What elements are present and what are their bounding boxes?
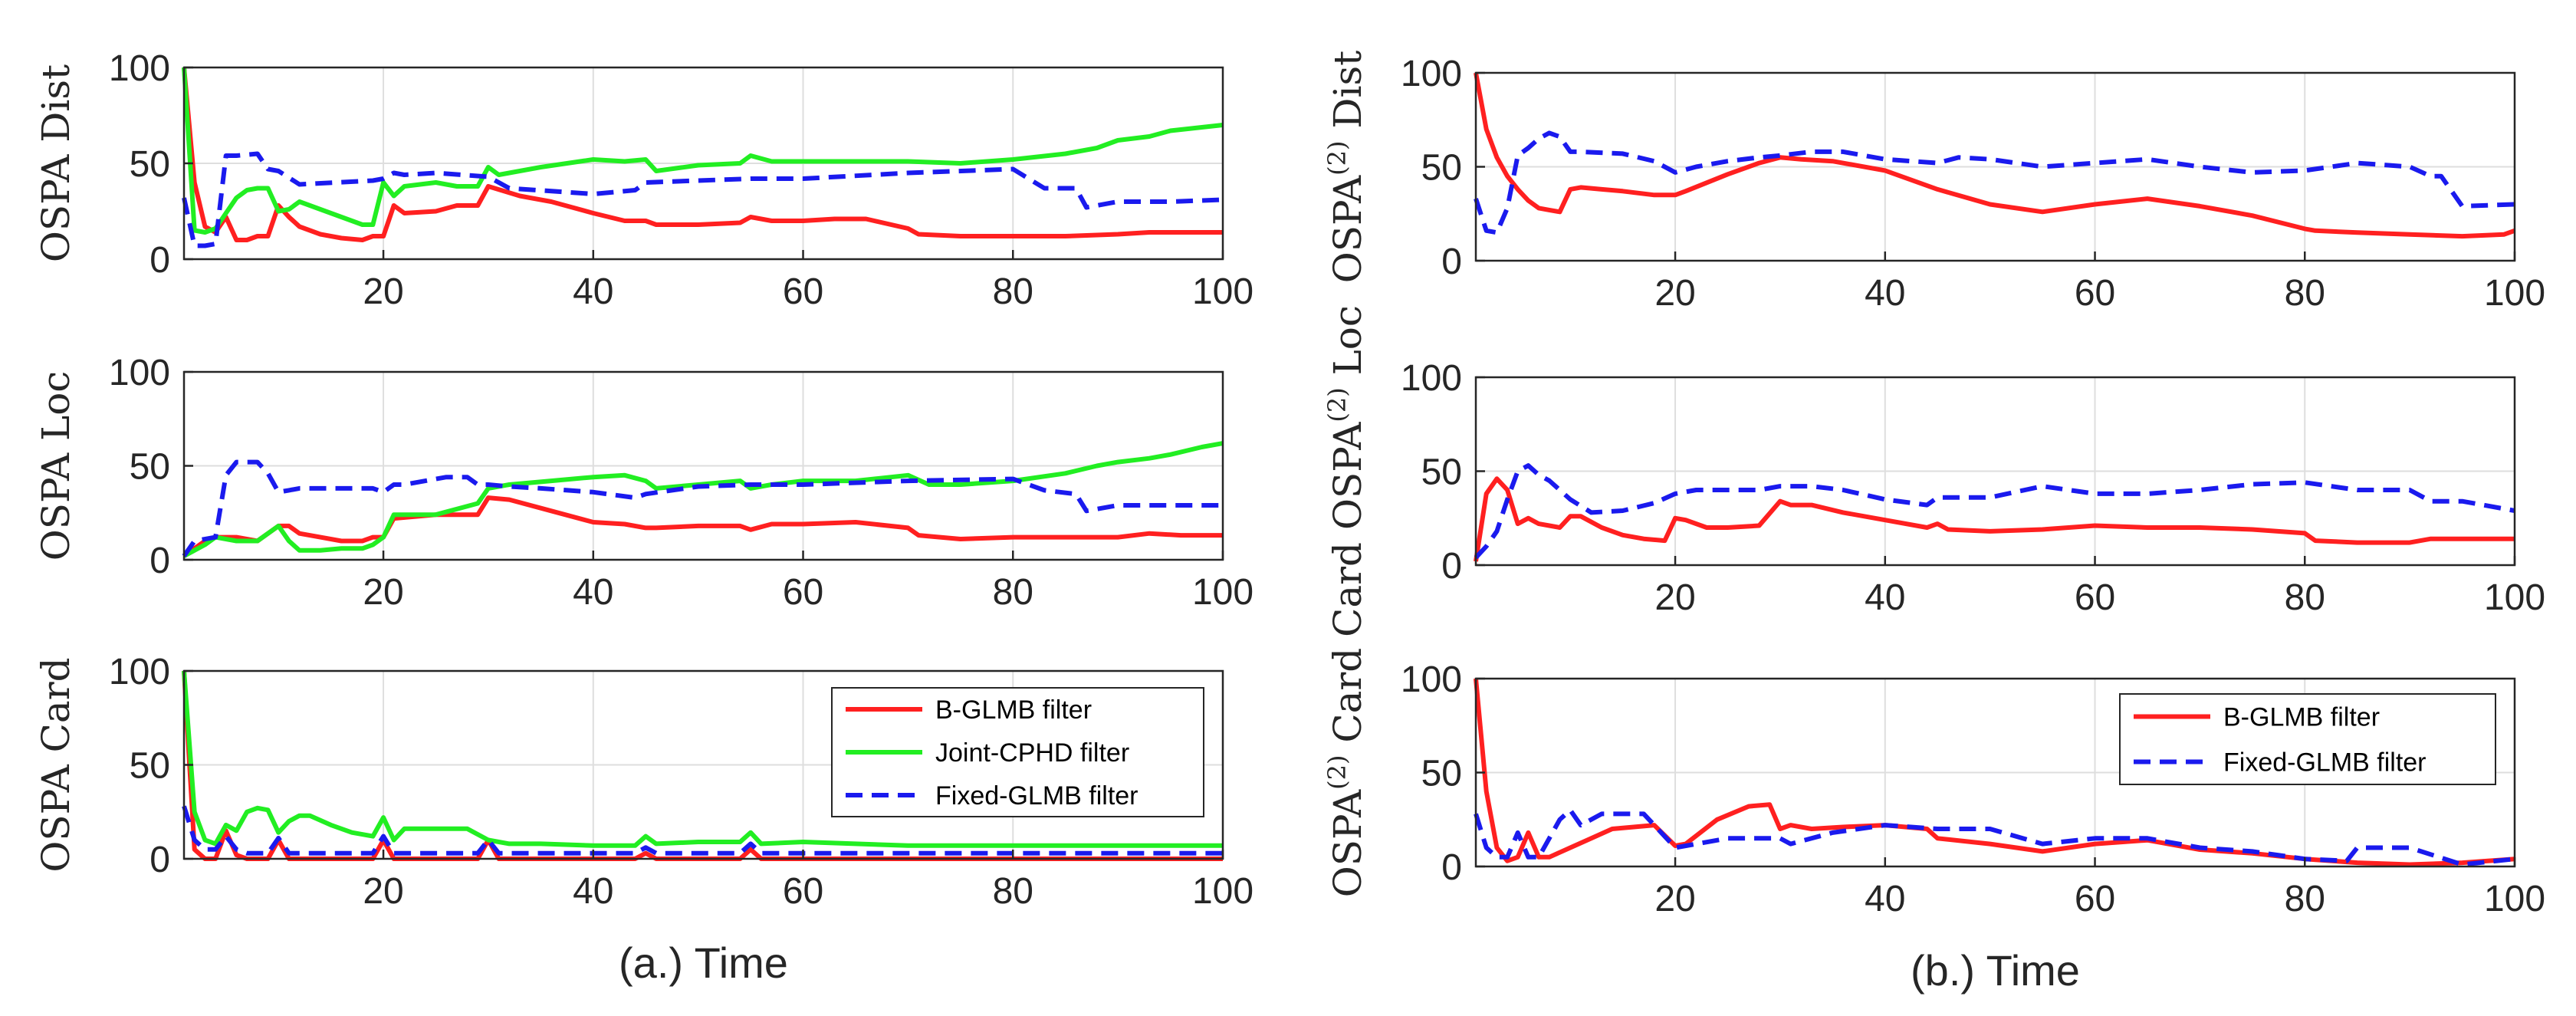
- x-tick-label: 60: [783, 271, 823, 312]
- y-tick-label: 0: [150, 840, 170, 880]
- x-tick-label: 60: [783, 871, 823, 912]
- y-axis-label: OSPA Loc: [34, 371, 78, 561]
- x-tick-label: 100: [2484, 879, 2545, 919]
- x-tick-label: 80: [993, 271, 1033, 312]
- series-line-b-glmb-filter: [1474, 476, 2515, 562]
- x-tick-label: 60: [783, 572, 823, 613]
- y-tick-label: 0: [1441, 847, 1462, 888]
- legend-entry: Fixed-GLMB filter: [2223, 748, 2426, 778]
- y-tick-label: 50: [130, 144, 170, 185]
- legend-entry: Joint-CPHD filter: [935, 738, 1129, 768]
- y-tick-label: 50: [1421, 452, 1462, 493]
- x-tick-label: 20: [1654, 273, 1695, 314]
- legend: B-GLMB filter Fixed-GLMB filter: [2119, 693, 2496, 785]
- panel-a2: 20 40 60 80 100 0 50 100 OSPA Loc: [34, 353, 1254, 613]
- panel-b2: 20 40 60 80 100 0 50 100 Card OSPA(2) Loc: [1322, 305, 2545, 637]
- series-line-b-glmb-filter: [182, 495, 1223, 558]
- x-tick-label: 100: [1192, 271, 1254, 312]
- series-line-fixed-glmb-filter: [182, 805, 1223, 856]
- y-axis-label: OSPA Card: [34, 657, 78, 872]
- x-axis-label: (b.) Time: [1911, 946, 2080, 995]
- y-tick-label: 0: [1441, 546, 1462, 587]
- y-tick-label: 100: [109, 48, 170, 89]
- legend: B-GLMB filter Joint-CPHD filter Fixed-GLMB…: [831, 687, 1204, 817]
- x-tick-label: 40: [1865, 577, 1905, 618]
- y-axis-label: Card OSPA(2) Loc: [1322, 305, 1370, 637]
- x-tick-label: 60: [2075, 273, 2115, 314]
- x-tick-label: 40: [1865, 273, 1905, 314]
- y-tick-label: 0: [150, 240, 170, 281]
- series-line-joint-cphd-filter: [182, 670, 1223, 848]
- x-tick-label: 100: [2484, 577, 2545, 618]
- y-tick-label: 50: [1421, 148, 1462, 189]
- y-tick-label: 100: [1401, 659, 1462, 700]
- y-axis-label: OSPA Dist: [34, 64, 78, 262]
- panel-a1: 20 40 60 80 100 0 50 100 OSPA Dist: [34, 48, 1254, 312]
- x-tick-label: 100: [1192, 871, 1254, 912]
- x-axis-label: (a.) Time: [619, 939, 788, 987]
- x-tick-label: 40: [573, 572, 613, 613]
- y-tick-label: 50: [130, 746, 170, 787]
- x-tick-label: 20: [1654, 577, 1695, 618]
- x-tick-label: 80: [2285, 879, 2325, 919]
- series-line-fixed-glmb-filter: [1474, 807, 2515, 867]
- legend-entry: B-GLMB filter: [2223, 703, 2380, 732]
- legend-entry: B-GLMB filter: [935, 695, 1092, 725]
- x-tick-label: 60: [2075, 879, 2115, 919]
- x-tick-label: 20: [363, 271, 403, 312]
- series-line-joint-cphd-filter: [182, 441, 1224, 558]
- x-tick-label: 100: [2484, 273, 2545, 314]
- x-tick-label: 40: [1865, 879, 1905, 919]
- series-line-fixed-glmb-filter: [1474, 130, 2515, 235]
- y-tick-label: 0: [1441, 242, 1462, 282]
- series-line-b-glmb-filter: [182, 67, 1223, 242]
- x-tick-label: 20: [363, 871, 403, 912]
- y-tick-label: 100: [109, 353, 170, 393]
- y-tick-label: 100: [1401, 358, 1462, 399]
- y-tick-label: 50: [130, 447, 170, 488]
- series-line-fixed-glmb-filter: [1474, 463, 2515, 560]
- x-tick-label: 80: [2285, 577, 2325, 618]
- y-tick-label: 0: [150, 541, 170, 581]
- panel-b1: 20 40 60 80 100 0 50 100 OSPA(2) Dist: [1322, 51, 2545, 314]
- x-tick-label: 60: [2075, 577, 2115, 618]
- y-axis-label: OSPA(2) Card: [1322, 648, 1370, 898]
- panel-b3: 20 40 60 80 100 0 50 100 OSPA(2) Card (b.) Time B-…: [1322, 648, 2545, 995]
- y-tick-label: 100: [1401, 54, 1462, 94]
- x-tick-label: 80: [993, 572, 1033, 613]
- y-tick-label: 50: [1421, 754, 1462, 794]
- series-line-b-glmb-filter: [1474, 72, 2516, 239]
- series-line-fixed-glmb-filter: [182, 151, 1224, 248]
- x-tick-label: 20: [363, 572, 403, 613]
- x-tick-label: 100: [1192, 572, 1254, 613]
- y-axis-label: OSPA(2) Dist: [1322, 51, 1370, 283]
- x-tick-label: 20: [1654, 879, 1695, 919]
- series-line-joint-cphd-filter: [182, 67, 1224, 235]
- legend-entry: Fixed-GLMB filter: [935, 781, 1138, 810]
- x-tick-label: 80: [2285, 273, 2325, 314]
- x-tick-label: 40: [573, 271, 613, 312]
- y-tick-label: 100: [109, 652, 170, 692]
- series-line-fixed-glmb-filter: [182, 459, 1223, 557]
- x-tick-label: 80: [993, 871, 1033, 912]
- legend-box: [2119, 693, 2496, 785]
- panel-a3: 20 40 60 80 100 0 50 100 OSPA Card (a.) Time B-GLM…: [34, 652, 1254, 987]
- x-tick-label: 40: [573, 871, 613, 912]
